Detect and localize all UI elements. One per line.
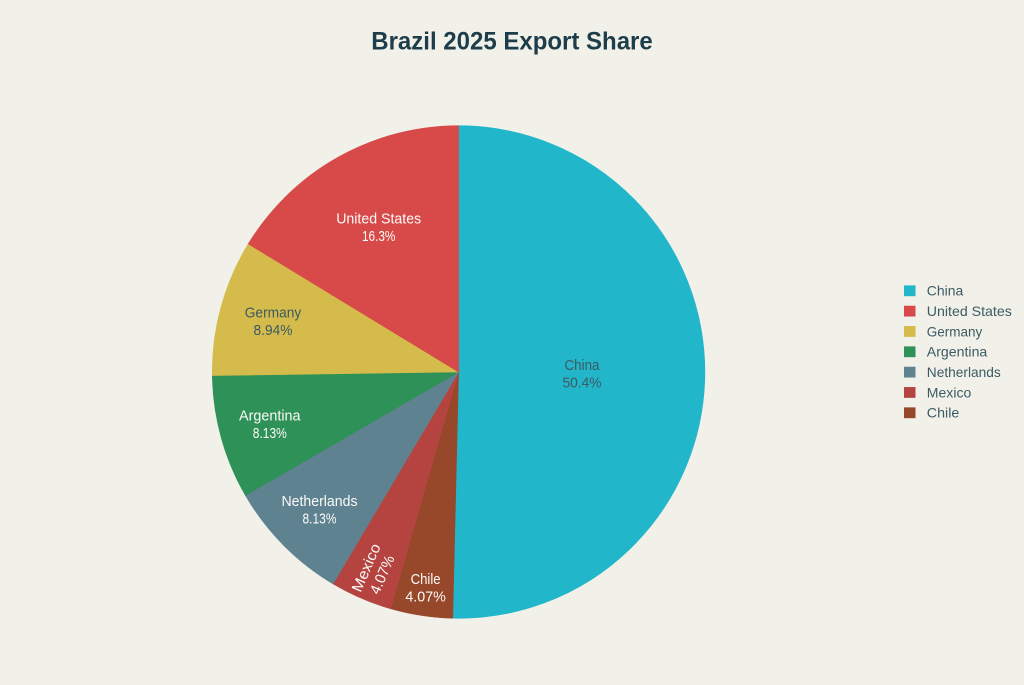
svg-text:United States: United States bbox=[927, 303, 1012, 319]
svg-text:Argentina: Argentina bbox=[927, 344, 988, 360]
svg-text:China: China bbox=[927, 283, 964, 299]
svg-text:Brazil 2025 Export Share: Brazil 2025 Export Share bbox=[371, 28, 653, 56]
svg-text:Netherlands: Netherlands bbox=[927, 364, 1001, 380]
svg-text:Germany: Germany bbox=[927, 323, 983, 339]
svg-text:Mexico: Mexico bbox=[927, 384, 972, 400]
svg-text:Chile: Chile bbox=[927, 405, 960, 421]
